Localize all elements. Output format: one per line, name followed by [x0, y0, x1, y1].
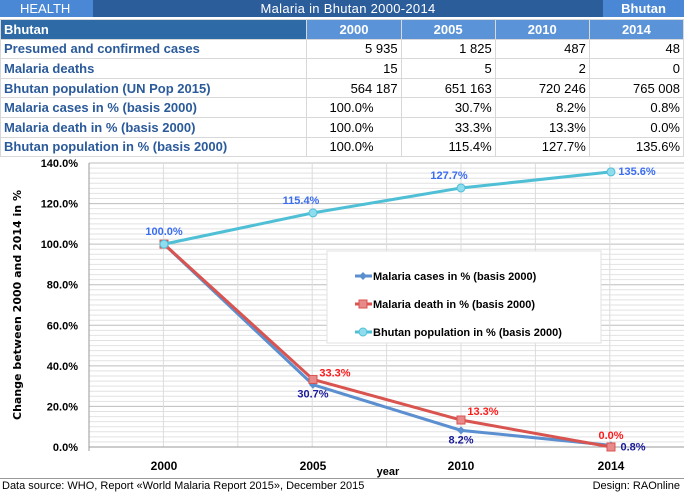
cell-value: 0: [588, 58, 684, 79]
y-axis-label: Change between 2000 and 2014 in %: [11, 190, 24, 420]
data-point: [358, 327, 368, 337]
data-label: 13.3%: [467, 406, 498, 418]
data-label: 0.0%: [598, 430, 623, 442]
x-tick-label: 2014: [598, 459, 625, 473]
country-label: Bhutan: [603, 0, 684, 17]
data-point: [358, 299, 368, 309]
data-point: [309, 380, 317, 389]
series-line: [162, 243, 612, 449]
cell-value: 0.0%: [588, 116, 684, 138]
data-point: [159, 239, 169, 249]
data-label: 0.8%: [620, 441, 645, 453]
x-tick-label: 2010: [448, 459, 475, 473]
section-label: HEALTH: [0, 0, 93, 17]
data-point: [308, 208, 318, 218]
cell-value: 765 008: [588, 77, 684, 99]
cell-value: 15: [306, 58, 402, 79]
row-label: Bhutan population in % (basis 2000): [0, 136, 308, 158]
data-label: 100.0%: [145, 226, 183, 238]
legend-box: [326, 250, 602, 344]
row-label: Malaria death in % (basis 2000): [0, 116, 308, 138]
design-credit: Design: RAOnline: [592, 480, 680, 492]
cell-value: 720 246: [494, 77, 590, 99]
y-tick-label: 100.0%: [41, 239, 79, 251]
cell-value: 651 163: [400, 77, 496, 99]
data-label: 135.6%: [618, 166, 656, 178]
legend-label: Malaria death in % (basis 2000): [373, 299, 535, 311]
data-label: 127.7%: [430, 170, 468, 182]
row-label: Malaria deaths: [0, 58, 308, 79]
data-label: 33.3%: [319, 367, 350, 379]
data-point: [606, 442, 616, 452]
cell-value: 135.6%: [588, 136, 684, 158]
cell-value: 5 935: [306, 38, 402, 60]
table-row: Bhutan population (UN Pop 2015) 564 187 65…: [0, 77, 684, 99]
legend-label: Malaria cases in % (basis 2000): [373, 271, 537, 283]
cell-value: 487: [494, 38, 590, 60]
cell-value: 100.0%: [306, 116, 402, 138]
x-tick-label: 2005: [300, 459, 327, 473]
year-header: 2005: [400, 19, 496, 40]
cell-value: 564 187: [306, 77, 402, 99]
row-label: Bhutan population (UN Pop 2015): [0, 77, 308, 99]
row-label: Presumed and confirmed cases: [0, 38, 308, 60]
table-row: Presumed and confirmed cases 5 935 1 825 48…: [0, 38, 684, 60]
cell-value: 1 825: [400, 38, 496, 60]
data-point: [308, 374, 318, 384]
legend-label: Bhutan population in % (basis 2000): [373, 327, 562, 339]
data-label: 115.4%: [283, 195, 320, 207]
x-axis-label: year: [377, 466, 400, 478]
cell-value: 100.0%: [306, 97, 402, 118]
cell-value: 33.3%: [400, 116, 496, 138]
cell-value: 30.7%: [400, 97, 496, 118]
y-tick-label: 140.0%: [41, 158, 79, 170]
table-header-row: Bhutan 2000 2005 2010 2014: [0, 19, 684, 40]
y-tick-label: 120.0%: [41, 199, 79, 211]
data-label: 30.7%: [297, 389, 328, 401]
data-table: Bhutan 2000 2005 2010 2014 Presumed and …: [0, 19, 684, 158]
year-header: 2010: [494, 19, 590, 40]
cell-value: 8.2%: [494, 97, 590, 118]
data-label: 8.2%: [448, 434, 473, 446]
y-tick-label: 80.0%: [47, 280, 78, 292]
table-row: Malaria death in % (basis 2000) 100.0% 33.…: [0, 116, 684, 138]
cell-value: 5: [400, 58, 496, 79]
y-tick-label: 20.0%: [47, 401, 78, 413]
y-tick-label: 0.0%: [53, 442, 78, 454]
series-line: [162, 243, 612, 447]
cell-value: 0.8%: [588, 97, 684, 118]
table-row: Bhutan population in % (basis 2000) 100.0…: [0, 136, 684, 158]
page-title: Malaria in Bhutan 2000-2014: [260, 1, 436, 16]
x-tick-label: 2000: [151, 459, 178, 473]
data-point: [456, 183, 466, 193]
series-line: [163, 170, 612, 246]
cell-value: 100.0%: [306, 136, 402, 158]
footer-divider: [0, 478, 684, 479]
cell-value: 2: [494, 58, 590, 79]
data-point: [359, 272, 367, 280]
cell-value: 13.3%: [494, 116, 590, 138]
title-bar: HEALTH Malaria in Bhutan 2000-2014 Bhuta…: [0, 0, 684, 17]
table-row: Malaria deaths 15 5 2 0: [0, 58, 684, 79]
y-tick-label: 60.0%: [47, 320, 78, 332]
cell-value: 115.4%: [400, 136, 496, 158]
cell-value: 48: [588, 38, 684, 60]
cell-value: 127.7%: [494, 136, 590, 158]
y-tick-label: 40.0%: [47, 361, 78, 373]
line-chart: 0.0% 20.0% 40.0% 60.0% 80.0% 100.0% 120.0% 140.…: [11, 158, 684, 478]
data-point: [456, 415, 466, 425]
row-label: Malaria cases in % (basis 2000): [0, 97, 308, 118]
data-source: Data source: WHO, Report «World Malaria …: [2, 480, 365, 492]
data-point: [606, 167, 616, 177]
table-corner: Bhutan: [0, 19, 308, 40]
data-point: [457, 426, 465, 435]
year-header: 2000: [306, 19, 402, 40]
table-row: Malaria cases in % (basis 2000) 100.0% 30.…: [0, 97, 684, 118]
year-header: 2014: [588, 19, 684, 40]
